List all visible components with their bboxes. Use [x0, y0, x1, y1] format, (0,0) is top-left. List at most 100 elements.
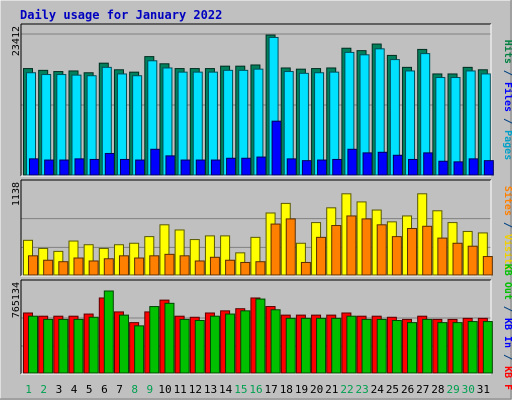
bar-hits-pages-day-3: [59, 159, 70, 176]
x-label-day-29: 29: [446, 383, 459, 396]
bar-visits-sites-day-22: [346, 215, 357, 276]
x-label-day-9: 9: [147, 383, 154, 396]
bar-visits-sites-day-27: [422, 225, 433, 276]
bar-kbytes-kb-out-day-15: [240, 310, 251, 374]
bar-visits-sites-day-25: [391, 236, 402, 276]
bar-kbytes-kb-out-day-17: [270, 309, 281, 374]
bar-kbytes-kb-out-day-18: [285, 317, 296, 374]
bar-hits-pages-day-12: [195, 159, 206, 176]
x-label-day-27: 27: [416, 383, 429, 396]
bar-hits-pages-day-28: [438, 160, 449, 176]
bar-kbytes-kb-out-day-13: [209, 315, 220, 374]
x-axis-labels: 1 2 3 4 5 6 7 8 9 10 11 12 13 14 15 16 17 18 19 20 21 22 23 24 2…: [25, 383, 490, 396]
x-label-day-6: 6: [101, 383, 108, 396]
bar-kbytes-kb-out-day-21: [331, 317, 342, 374]
bar-kbytes-kb-out-day-6: [103, 290, 114, 374]
panel-kbytes: 765134 KB Out / KB In / KB F: [11, 264, 512, 390]
x-label-day-4: 4: [71, 383, 78, 396]
bar-kbytes-kb-out-day-20: [316, 317, 327, 374]
chart-panels: 23412 Hits / Files / Pages 1138 Sites / Vis…: [11, 23, 512, 390]
bar-visits-sites-day-12: [194, 260, 205, 276]
x-label-day-7: 7: [116, 383, 123, 396]
bar-kbytes-kb-out-day-11: [179, 318, 190, 374]
panel-kbytes-series-label-part-3: /: [502, 348, 512, 366]
x-label-day-21: 21: [325, 383, 338, 396]
x-label-day-22: 22: [340, 383, 353, 396]
bar-kbytes-kb-out-day-27: [422, 318, 433, 374]
bar-kbytes-kb-out-day-29: [452, 322, 463, 374]
x-label-day-11: 11: [174, 383, 187, 396]
bar-hits-files-day-31: [480, 73, 491, 176]
bar-hits-pages-day-15: [241, 157, 252, 176]
bar-visits-sites-day-24: [376, 224, 387, 276]
x-label-day-1: 1: [25, 383, 32, 396]
bar-visits-sites-day-30: [467, 245, 478, 276]
bar-hits-pages-day-31: [483, 160, 494, 176]
bar-visits-sites-day-11: [179, 255, 190, 276]
panel-kbytes-series-label-part-4: KB F: [502, 366, 512, 390]
x-label-day-15: 15: [234, 383, 247, 396]
bar-hits-files-day-29: [450, 77, 461, 176]
x-label-day-26: 26: [401, 383, 414, 396]
panel-kbytes-series-label: KB Out / KB In / KB F: [502, 264, 512, 390]
panel-visits-series-label-part-1: /: [502, 216, 512, 234]
bar-hits-pages-day-23: [362, 152, 373, 176]
bar-hits-pages-day-29: [453, 161, 464, 176]
bar-hits-pages-day-24: [377, 151, 388, 176]
x-label-day-31: 31: [477, 383, 490, 396]
x-label-day-13: 13: [204, 383, 217, 396]
panel-hits-series-label-part-3: /: [502, 112, 512, 130]
x-label-day-23: 23: [356, 383, 369, 396]
bar-hits-files-day-19: [298, 72, 309, 176]
panel-hits-ymax-label: 23412: [11, 26, 22, 56]
x-label-day-12: 12: [189, 383, 202, 396]
bar-kbytes-kb-out-day-28: [437, 322, 448, 374]
x-label-day-2: 2: [40, 383, 47, 396]
panel-visits-series-label-part-0: Sites: [502, 186, 512, 216]
x-label-day-10: 10: [158, 383, 171, 396]
bar-visits-sites-day-1: [28, 255, 38, 276]
bar-hits-pages-day-30: [468, 158, 479, 176]
bar-visits-sites-day-15: [240, 261, 251, 276]
panel-visits-series-label-part-2: Visits: [502, 234, 512, 270]
bar-hits-files-day-28: [435, 77, 446, 176]
bar-visits-sites-day-4: [73, 257, 84, 276]
bar-hits-pages-day-8: [135, 159, 146, 176]
bar-visits-sites-day-13: [209, 256, 220, 276]
bar-kbytes-kb-out-day-3: [58, 318, 69, 374]
panel-visits-ymax-label: 1138: [11, 182, 22, 206]
bar-visits-sites-day-18: [285, 218, 296, 276]
bar-visits-sites-day-28: [437, 237, 448, 276]
bar-kbytes-kb-out-day-22: [346, 315, 357, 374]
bar-visits-sites-day-14: [225, 259, 236, 276]
bar-hits-pages-day-11: [180, 159, 191, 176]
bar-hits-pages-day-19: [301, 160, 312, 176]
x-label-day-16: 16: [249, 383, 262, 396]
panel-kbytes-ymax-label: 765134: [11, 282, 22, 318]
bar-visits-sites-day-23: [361, 218, 372, 276]
bar-hits-pages-day-9: [150, 148, 161, 176]
x-label-day-25: 25: [386, 383, 399, 396]
bar-hits-pages-day-14: [226, 157, 237, 176]
bar-kbytes-kb-out-day-31: [482, 321, 493, 374]
bar-hits-pages-day-20: [317, 159, 328, 176]
panel-hits-series-label-part-4: Pages: [502, 130, 512, 160]
bar-kbytes-kb-out-day-4: [73, 318, 84, 374]
x-label-day-17: 17: [265, 383, 278, 396]
bar-kbytes-kb-out-day-9: [149, 306, 160, 374]
bar-visits-sites-day-26: [407, 227, 418, 276]
bar-visits-sites-day-6: [103, 258, 114, 276]
x-label-day-28: 28: [431, 383, 444, 396]
bar-hits-pages-day-22: [347, 148, 358, 176]
bar-hits-pages-day-13: [210, 159, 221, 176]
bar-hits-pages-day-2: [44, 159, 55, 176]
bar-hits-pages-day-5: [89, 158, 100, 176]
x-label-day-5: 5: [86, 383, 93, 396]
bar-kbytes-kb-out-day-7: [118, 314, 129, 374]
bar-kbytes-kb-out-day-25: [391, 319, 402, 374]
x-label-day-14: 14: [219, 383, 233, 396]
x-label-day-20: 20: [310, 383, 323, 396]
bar-kbytes-kb-out-day-14: [225, 313, 236, 374]
bar-hits-pages-day-16: [256, 156, 267, 176]
bar-kbytes-kb-out-day-2: [43, 318, 54, 374]
